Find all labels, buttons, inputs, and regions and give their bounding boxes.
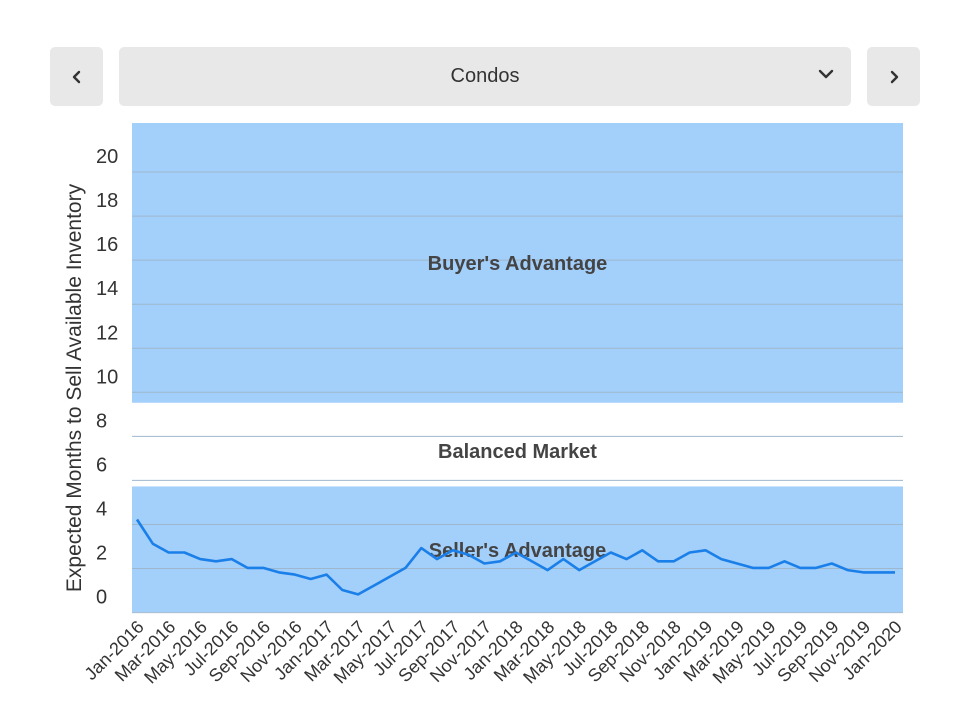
chevron-left-icon bbox=[72, 70, 80, 83]
band-buyers bbox=[132, 123, 903, 403]
y-tick-label: 0 bbox=[96, 587, 107, 609]
y-tick-label: 10 bbox=[96, 366, 118, 388]
band-label: Buyer's Advantage bbox=[428, 253, 608, 275]
y-tick-label: 18 bbox=[96, 190, 118, 212]
y-tick-label: 20 bbox=[96, 146, 118, 168]
chevron-right-icon bbox=[890, 70, 898, 83]
y-tick-label: 16 bbox=[96, 234, 118, 256]
y-tick-label: 14 bbox=[96, 278, 118, 300]
previous-button[interactable] bbox=[50, 47, 103, 106]
next-button[interactable] bbox=[867, 47, 920, 106]
chevron-down-icon bbox=[818, 69, 834, 79]
band-sellers bbox=[132, 486, 903, 612]
band-label: Balanced Market bbox=[438, 441, 597, 463]
property-type-select[interactable]: Condos bbox=[119, 47, 851, 106]
series-line bbox=[135, 518, 895, 596]
y-tick-label: 8 bbox=[96, 410, 107, 432]
y-axis-label: Expected Months to Sell Available Invent… bbox=[63, 183, 86, 592]
y-tick-label: 4 bbox=[96, 498, 107, 520]
y-tick-label: 6 bbox=[96, 454, 107, 476]
property-type-value: Condos bbox=[450, 65, 520, 87]
y-tick-label: 2 bbox=[96, 543, 107, 565]
y-tick-label: 12 bbox=[96, 322, 118, 344]
